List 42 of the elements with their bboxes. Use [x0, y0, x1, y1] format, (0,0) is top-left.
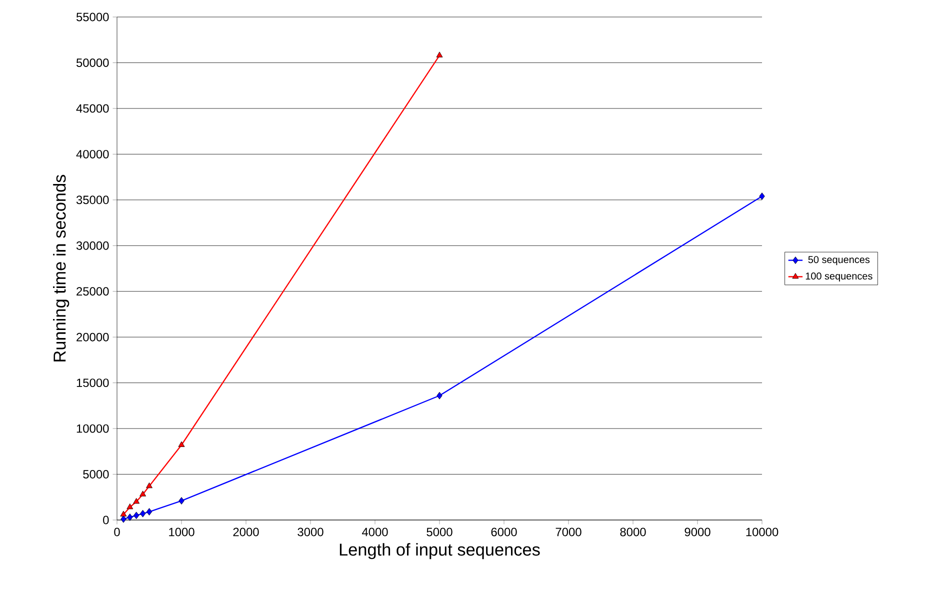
x-tick-label: 8000: [620, 528, 646, 536]
x-tick-label: 5000: [426, 528, 452, 536]
point: [140, 490, 146, 496]
x-tick-label: 9000: [684, 528, 710, 536]
y-tick-label: 40000: [76, 150, 109, 158]
x-tick-label: 0: [114, 528, 120, 536]
x-tick-label: 7000: [556, 528, 582, 536]
point: [178, 441, 185, 447]
y-tick-label: 10000: [76, 424, 109, 433]
x-tick-label: 2000: [233, 528, 259, 536]
point: [140, 510, 146, 518]
x-tick-label: 10000: [746, 528, 778, 536]
point: [134, 512, 140, 520]
y-tick-label: 25000: [76, 287, 109, 296]
point: [436, 52, 443, 58]
x-axis-title: Length of input sequences: [340, 543, 540, 560]
y-tick-label: 50000: [76, 58, 109, 67]
x-tick-label: 3000: [298, 528, 324, 536]
x-tick-label: 6000: [491, 528, 517, 536]
point: [146, 482, 152, 488]
point: [133, 498, 140, 504]
point: [436, 392, 442, 400]
point: [120, 515, 126, 523]
point: [759, 192, 765, 200]
y-axis-title: Running time in seconds: [53, 174, 70, 362]
legend-label: 100 sequences: [806, 272, 872, 282]
y-tick-label: 0: [103, 516, 109, 524]
point: [178, 497, 184, 504]
y-tick-label: 15000: [76, 378, 109, 388]
x-tick-label: 1000: [169, 528, 194, 536]
y-tick-label: 45000: [76, 104, 109, 113]
point: [146, 508, 152, 516]
point: [126, 504, 134, 510]
y-tick-label: 35000: [76, 196, 109, 204]
y-tick-label: 55000: [76, 12, 109, 22]
y-tick-label: 30000: [76, 241, 109, 250]
x-tick-label: 4000: [362, 528, 388, 536]
y-tick-label: 5000: [83, 470, 109, 478]
point: [127, 514, 133, 521]
legend-label: 50 sequences: [808, 256, 870, 266]
y-tick-label: 20000: [76, 332, 109, 342]
point: [120, 510, 127, 516]
